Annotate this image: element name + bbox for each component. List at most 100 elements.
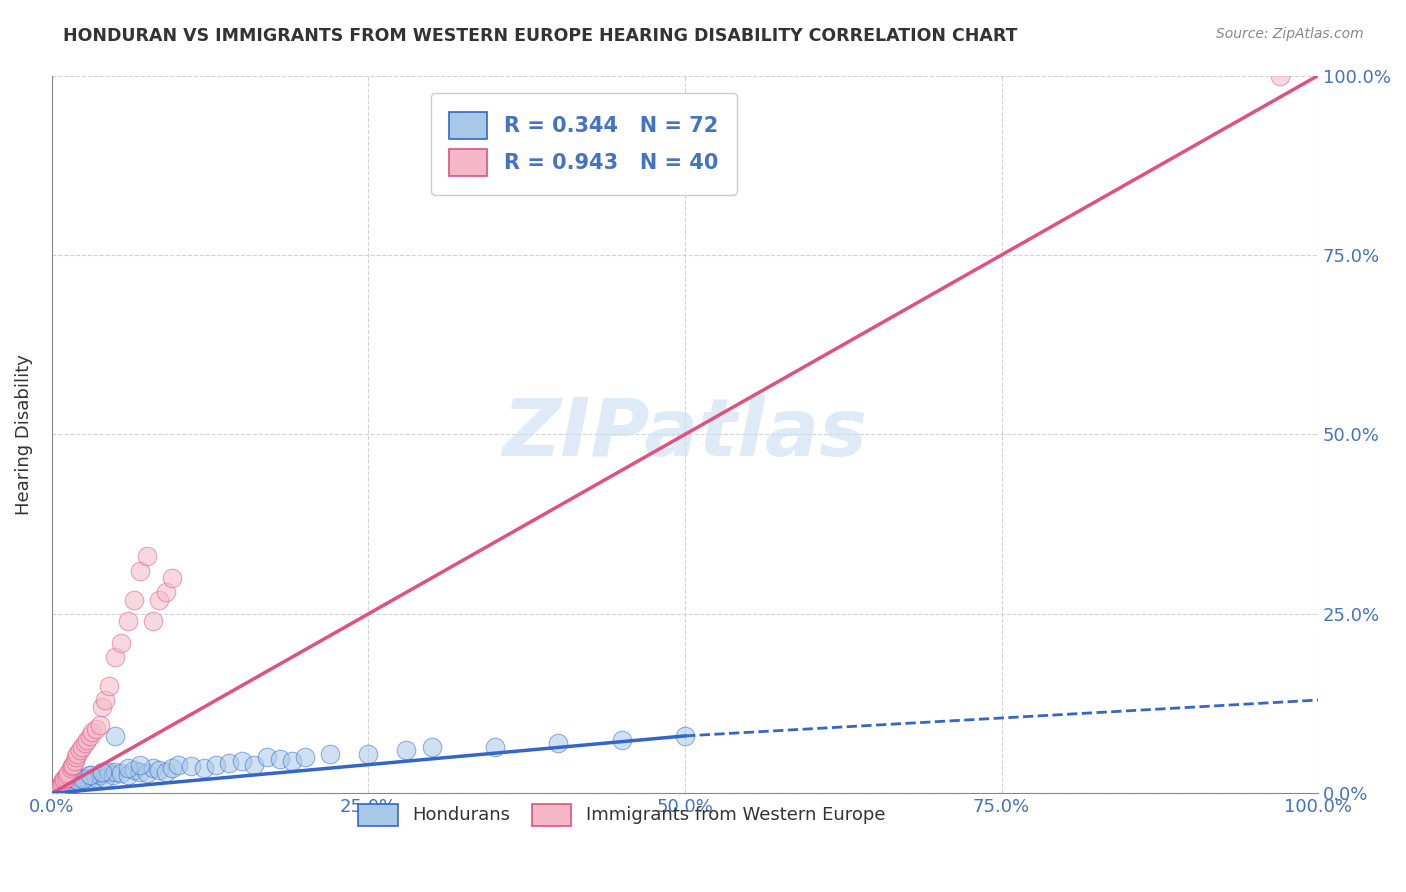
Point bbox=[48, 781, 70, 796]
Point bbox=[79, 768, 101, 782]
Point bbox=[52, 778, 75, 792]
Point bbox=[45, 782, 67, 797]
Point bbox=[69, 743, 91, 757]
Text: HONDURAN VS IMMIGRANTS FROM WESTERN EUROPE HEARING DISABILITY CORRELATION CHART: HONDURAN VS IMMIGRANTS FROM WESTERN EURO… bbox=[63, 27, 1018, 45]
Point bbox=[231, 754, 253, 768]
Point bbox=[129, 757, 152, 772]
Point bbox=[59, 776, 82, 790]
Point bbox=[160, 571, 183, 585]
Point bbox=[46, 782, 69, 797]
Point bbox=[62, 775, 84, 789]
Point bbox=[65, 773, 87, 788]
Point bbox=[49, 778, 72, 792]
Point bbox=[79, 768, 101, 782]
Point bbox=[53, 778, 76, 792]
Point bbox=[122, 764, 145, 778]
Point bbox=[70, 739, 93, 754]
Point bbox=[69, 773, 91, 788]
Point bbox=[97, 764, 120, 779]
Point bbox=[148, 764, 170, 778]
Point bbox=[89, 768, 111, 782]
Point bbox=[135, 766, 157, 780]
Point bbox=[84, 722, 107, 736]
Point bbox=[66, 773, 89, 788]
Point bbox=[44, 784, 66, 798]
Point bbox=[142, 614, 165, 628]
Point bbox=[58, 778, 80, 792]
Point bbox=[117, 768, 139, 782]
Point bbox=[129, 764, 152, 779]
Point bbox=[94, 693, 117, 707]
Point bbox=[55, 771, 77, 785]
Point bbox=[117, 614, 139, 628]
Point bbox=[484, 739, 506, 754]
Point bbox=[51, 775, 73, 789]
Point bbox=[49, 780, 72, 795]
Point bbox=[52, 773, 75, 788]
Point bbox=[79, 729, 101, 743]
Point bbox=[101, 768, 124, 782]
Point bbox=[62, 757, 84, 772]
Point bbox=[66, 747, 89, 761]
Point bbox=[160, 761, 183, 775]
Point bbox=[193, 761, 215, 775]
Point bbox=[420, 739, 443, 754]
Point bbox=[89, 718, 111, 732]
Point bbox=[395, 743, 418, 757]
Point bbox=[63, 775, 86, 789]
Point bbox=[673, 729, 696, 743]
Point bbox=[82, 772, 104, 786]
Point bbox=[110, 635, 132, 649]
Point bbox=[122, 592, 145, 607]
Point bbox=[155, 764, 177, 779]
Point bbox=[357, 747, 380, 761]
Point bbox=[94, 771, 117, 785]
Point bbox=[91, 764, 114, 779]
Point bbox=[82, 725, 104, 739]
Point bbox=[167, 757, 190, 772]
Point bbox=[45, 783, 67, 797]
Point bbox=[97, 679, 120, 693]
Point bbox=[104, 764, 127, 779]
Point bbox=[66, 772, 89, 786]
Point bbox=[91, 700, 114, 714]
Point bbox=[610, 732, 633, 747]
Point bbox=[58, 775, 80, 789]
Legend: Hondurans, Immigrants from Western Europe: Hondurans, Immigrants from Western Europ… bbox=[349, 795, 894, 835]
Point bbox=[63, 754, 86, 768]
Point bbox=[51, 779, 73, 793]
Point bbox=[218, 756, 240, 771]
Point bbox=[281, 754, 304, 768]
Point bbox=[269, 752, 291, 766]
Point bbox=[56, 768, 79, 782]
Point bbox=[117, 761, 139, 775]
Point bbox=[142, 761, 165, 775]
Point bbox=[46, 780, 69, 795]
Point bbox=[129, 564, 152, 578]
Point bbox=[155, 585, 177, 599]
Point bbox=[180, 759, 202, 773]
Point bbox=[53, 775, 76, 789]
Point bbox=[256, 750, 278, 764]
Point bbox=[76, 732, 98, 747]
Point bbox=[76, 772, 98, 787]
Point bbox=[73, 771, 96, 785]
Point bbox=[70, 772, 93, 786]
Point bbox=[58, 766, 80, 780]
Point bbox=[59, 761, 82, 775]
Text: ZIPatlas: ZIPatlas bbox=[502, 395, 868, 474]
Point bbox=[104, 729, 127, 743]
Point bbox=[319, 747, 342, 761]
Point bbox=[44, 784, 66, 798]
Point bbox=[84, 771, 107, 785]
Point bbox=[243, 757, 266, 772]
Point bbox=[45, 783, 67, 797]
Point bbox=[73, 736, 96, 750]
Point bbox=[53, 772, 76, 786]
Point bbox=[45, 782, 67, 797]
Point bbox=[72, 772, 94, 786]
Point bbox=[59, 775, 82, 789]
Point bbox=[547, 736, 569, 750]
Point bbox=[51, 779, 73, 793]
Point bbox=[46, 780, 69, 795]
